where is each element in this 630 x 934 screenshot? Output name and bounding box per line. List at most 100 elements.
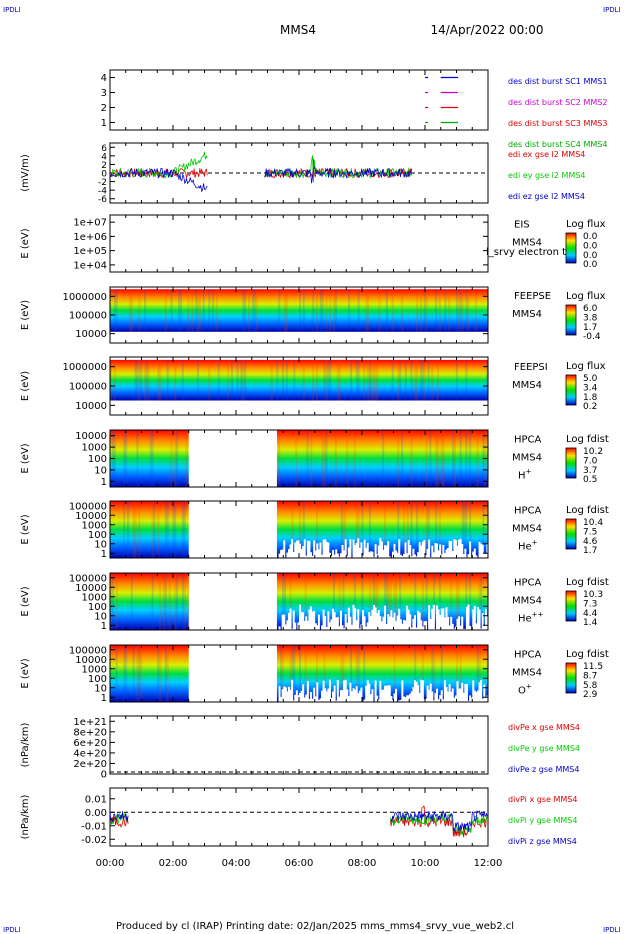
spectrogram-empty [421,626,424,630]
x-tick-label: 02:00 [159,858,188,869]
spectrogram-empty [302,612,305,630]
spectrogram-empty [281,689,284,702]
spectrogram-texture [333,289,336,332]
spectrogram-empty [380,621,383,630]
spectrogram-empty [404,620,407,630]
spectrogram-empty [486,695,488,702]
x-tick-label: 12:00 [474,858,503,869]
spectrogram-texture [389,573,392,630]
spectrogram-empty [410,556,413,558]
spectrogram-empty [464,548,467,558]
spectrogram-texture [172,501,175,558]
spectrogram-empty [384,685,387,702]
panel-divpi: (nPa/km) -0.02 -0.01 0.00 0.01 divPi x gse MM… [20,787,577,847]
panel-burst-availability: 1 2 3 4 des dist burst SC1 MMS1 des dist burs… [101,69,607,149]
colorbar [565,304,577,336]
spectrogram-texture [196,359,199,401]
spectrogram-empty [338,696,341,702]
spectrogram-fill [110,573,189,630]
spectrogram-empty [316,543,319,558]
y-axis-label: E (eV) [20,371,31,401]
spectrogram [110,501,488,558]
y-tick-label: 10000 [75,431,107,442]
y-tick-label: 10000 [75,655,107,666]
spectrogram-empty [484,608,487,630]
spectrogram-empty [373,556,376,558]
y-tick-label: 0 [101,170,107,180]
spectrogram-texture [367,359,370,401]
spectrogram-texture [465,430,468,487]
spectrogram-texture [316,289,319,332]
spectrogram [110,289,488,332]
spectrogram-texture [164,289,167,332]
spectrogram-texture [368,359,371,401]
y-tick-label: 100000 [69,311,107,322]
spectrogram-empty [374,680,377,702]
spectrogram-texture [230,359,233,401]
spectrogram-texture [334,430,337,487]
spectrogram-empty [410,627,413,630]
spectrogram-texture [253,289,256,332]
spectrogram-texture [183,573,186,630]
spectrogram-texture [140,359,143,401]
y-tick-label: 4e+20 [73,748,107,759]
spectrogram-texture [316,645,319,702]
spectrogram-texture [289,573,292,630]
colorbar-tick-label: 11.5 [583,662,603,672]
spectrogram-empty [396,552,399,558]
spectrogram-empty [420,679,423,702]
spectrogram-empty [286,552,289,558]
series-line [109,151,412,183]
spectrogram-empty [355,620,358,630]
colorbar-tick-label: 0.0 [583,232,598,242]
spectrogram-empty [358,690,361,702]
spectrogram-texture [370,359,373,401]
spectrogram-empty [350,624,353,630]
spectrogram-empty [332,691,335,702]
spectrogram-texture [174,501,177,558]
spectrogram-empty [480,679,483,702]
spectrogram-texture [397,501,400,558]
spectrogram-empty [368,683,371,702]
spectrogram-empty [314,550,317,558]
spectrogram-empty [339,610,342,630]
spectrogram-empty [289,608,292,630]
spectrogram-texture [176,430,179,487]
y-tick-label: 1 [101,693,107,704]
spectrogram-texture [130,573,133,630]
spectrogram-texture [285,289,288,332]
spectrogram-empty [418,692,421,702]
spectrogram-texture [149,430,152,487]
legend-entry: divPe z gse MMS4 [508,765,579,774]
spectrogram-empty [462,692,465,702]
spectrogram-empty [456,545,459,558]
spectrogram-empty [300,611,303,630]
spectrogram-empty [412,618,415,630]
spectrogram-empty [330,697,333,702]
spectrogram-texture [145,359,148,401]
spectrogram-texture [336,359,339,401]
spectrogram-texture [393,645,396,702]
spectrogram-empty [300,548,303,558]
spectrogram-texture [442,430,445,487]
spectrogram-texture [281,573,284,630]
spectrogram-texture [151,501,154,558]
spectrogram-texture [115,645,118,702]
series-line [109,166,413,193]
spectrogram-texture [316,359,319,401]
spectrogram-empty [447,547,450,558]
corner-label-top-left: IPDLI [3,6,21,14]
colorbar-tick-label: 0.2 [583,402,597,412]
spectrogram-empty [339,553,342,558]
legend-entry: divPe x gse MMS4 [508,723,580,732]
spectrogram-empty [292,610,295,630]
spectrogram-texture [138,645,141,702]
spectrogram-texture [157,645,160,702]
spectrogram-empty [398,608,401,630]
spectrogram-texture [316,501,319,558]
spectrogram-empty [432,700,435,702]
spectrogram-texture [291,645,294,702]
spectrogram-empty [366,680,369,702]
spectrogram-empty [399,554,402,558]
spectrogram-empty [346,622,349,630]
